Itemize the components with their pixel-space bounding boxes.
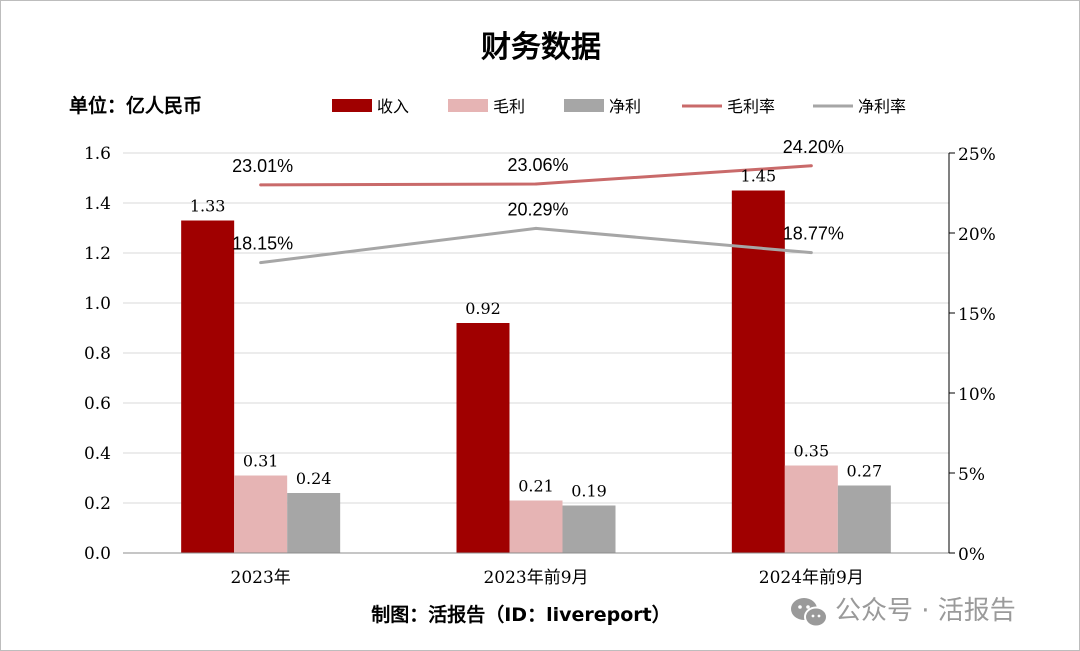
- right-tick-label: 25%: [958, 145, 996, 165]
- bar-收入: [181, 220, 235, 553]
- bar-净利: [837, 485, 891, 553]
- left-tick-label: 1.4: [84, 194, 111, 214]
- legend-label: 毛利率: [727, 97, 775, 116]
- line-value-label: 20.29%: [507, 199, 568, 219]
- left-tick-label: 1.2: [84, 244, 111, 264]
- bar-净利: [287, 493, 341, 553]
- left-tick-label: 0.6: [84, 394, 111, 414]
- bar-value-label: 0.35: [794, 442, 830, 461]
- chart-title: 财务数据: [481, 30, 601, 65]
- watermark: 公众号 · 活报告: [791, 596, 1016, 628]
- legend-swatch-收入: [332, 99, 372, 112]
- right-tick-label: 0%: [958, 545, 985, 565]
- bar-收入: [456, 323, 510, 553]
- bar-value-label: 0.19: [571, 482, 607, 501]
- line-value-label: 23.01%: [232, 156, 293, 176]
- bar-value-label: 0.21: [518, 477, 554, 496]
- line-value-label: 23.06%: [507, 155, 568, 175]
- legend: 收入 毛利 净利 毛利率 净利率: [332, 97, 906, 116]
- left-tick-label: 1.0: [84, 294, 111, 314]
- legend-label: 净利: [609, 97, 641, 116]
- bar-value-label: 0.27: [847, 462, 883, 481]
- right-tick-label: 15%: [958, 305, 996, 325]
- left-tick-label: 0.8: [84, 344, 111, 364]
- right-tick-label: 20%: [958, 225, 996, 245]
- bar-毛利: [784, 465, 838, 553]
- right-tick-label: 10%: [958, 385, 996, 405]
- line-value-label: 18.77%: [783, 224, 844, 244]
- left-tick-label: 0.4: [84, 444, 111, 464]
- point-毛利率: [534, 182, 538, 186]
- point-毛利率: [809, 164, 813, 168]
- line-value-label: 18.15%: [232, 234, 293, 254]
- data-labels: 1.33 0.92 1.45 0.31 0.21 0.35 0.24 0.19 0.27 23.0…: [190, 137, 882, 501]
- bar-marks: [181, 190, 891, 553]
- legend-swatch-毛利: [448, 99, 488, 112]
- bar-value-label: 1.45: [741, 167, 777, 186]
- line-value-label: 24.20%: [783, 137, 844, 157]
- left-tick-label: 0.2: [84, 494, 111, 514]
- bar-value-label: 0.31: [243, 452, 279, 471]
- axes: 0.0 0.2 0.4 0.6 0.8 1.0 1.2 1.4 1.6 0% 5% 10% 15% 20%…: [84, 144, 996, 588]
- bar-净利: [562, 505, 616, 553]
- point-净利率: [534, 226, 538, 230]
- point-净利率: [809, 251, 813, 255]
- bar-value-label: 0.24: [296, 469, 332, 488]
- legend-label: 毛利: [493, 97, 525, 116]
- point-净利率: [259, 261, 263, 265]
- category-label: 2023年: [231, 568, 291, 588]
- footer-credit: 制图：活报告（ID：livereport）: [371, 603, 671, 626]
- right-tick-label: 5%: [958, 465, 985, 485]
- wechat-icon: [791, 598, 828, 628]
- legend-swatch-净利: [564, 99, 604, 112]
- watermark-text: 公众号 · 活报告: [835, 596, 1016, 626]
- category-label: 2024年前9月: [759, 568, 864, 588]
- point-毛利率: [259, 183, 263, 187]
- line-marks: [259, 164, 813, 265]
- line-净利率: [260, 226, 812, 265]
- legend-label: 净利率: [858, 97, 906, 116]
- bar-毛利: [509, 500, 563, 553]
- bar-value-label: 1.33: [190, 197, 226, 216]
- unit-label: 单位：亿人民币: [69, 94, 202, 117]
- category-label: 2023年前9月: [483, 568, 588, 588]
- bar-毛利: [234, 475, 288, 553]
- left-tick-label: 1.6: [84, 144, 111, 164]
- legend-label: 收入: [377, 97, 409, 116]
- left-tick-label: 0.0: [84, 544, 111, 564]
- bar-value-label: 0.92: [465, 299, 501, 318]
